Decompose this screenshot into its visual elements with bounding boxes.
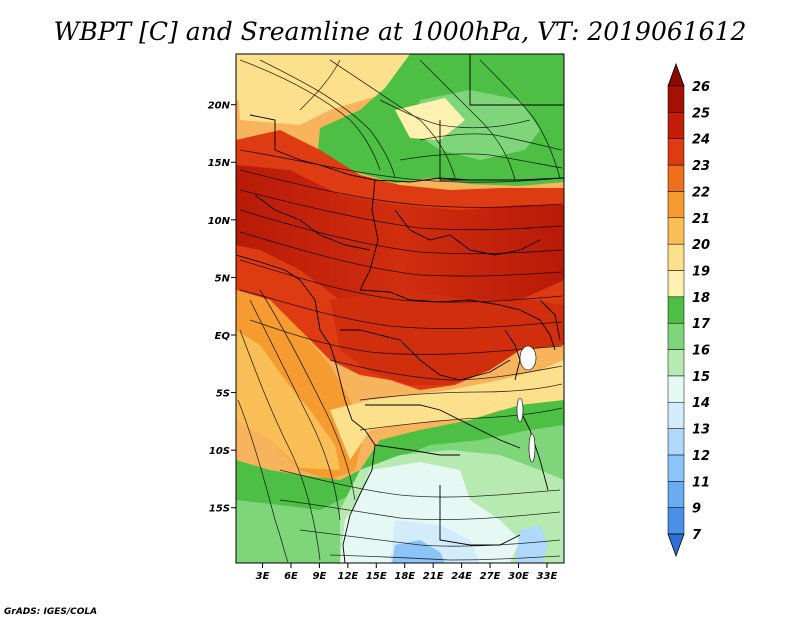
colorbar-segment — [667, 164, 685, 192]
colorbar-segment — [667, 85, 685, 113]
field-central-red — [330, 290, 564, 385]
y-tick-label: 5N — [215, 273, 231, 284]
colorbar-label: 22 — [692, 185, 710, 200]
plot-frame — [235, 53, 565, 564]
field-plateau-blue-east — [515, 525, 548, 563]
country-borders — [236, 54, 564, 563]
y-tick-label: 10S — [209, 446, 230, 457]
map-area — [236, 54, 564, 563]
colorbar-top-arrow — [667, 62, 685, 87]
x-axis: 3E 6E 9E 12E 15E 18E 21E 24E 27E 30E 33E — [256, 563, 558, 582]
colorbar-segment — [667, 191, 685, 219]
colorbar-label: 17 — [692, 317, 711, 332]
y-tick-label: EQ — [215, 331, 231, 342]
colorbar-label: 18 — [692, 291, 710, 306]
x-tick-label: 6E — [284, 571, 298, 582]
x-tick-label: 12E — [337, 571, 358, 582]
field-atlantic-yellow — [236, 330, 340, 470]
x-tick-label: 21E — [423, 571, 444, 582]
colorbar-segment — [667, 481, 685, 508]
colorbar-label: 12 — [692, 449, 710, 464]
colorbar-label: 21 — [692, 212, 710, 227]
y-tick-label: 10N — [208, 216, 231, 227]
colorbar-segment — [667, 507, 685, 535]
y-tick-label: 15N — [208, 158, 231, 169]
colorbar-segment — [667, 243, 685, 271]
colorbar-segment — [667, 112, 685, 139]
y-tick-label: 15S — [209, 504, 230, 515]
y-tick-label: 5S — [216, 389, 230, 400]
x-tick-label: 18E — [394, 571, 415, 582]
colorbar-segment — [667, 401, 685, 429]
field-plateau-cyan — [340, 462, 520, 563]
colorbar-label: 20 — [692, 238, 710, 253]
colorbar-segment — [667, 428, 685, 456]
colorbar-segment — [667, 375, 685, 403]
field-sahel-core — [236, 165, 564, 330]
colorbar-label: 9 — [692, 502, 701, 517]
colorbar-label: 26 — [692, 80, 710, 95]
colorbar-label: 16 — [692, 344, 710, 359]
colorbar: 7 9 11 12 13 14 15 16 17 18 19 20 21 22 23 24 25 26 — [667, 62, 711, 558]
chart-title: WBPT [C] and Sreamline at 1000hPa, VT: 2… — [54, 17, 747, 46]
streamlines — [237, 59, 563, 563]
colorbar-segment — [667, 270, 685, 298]
colorbar-label: 7 — [692, 528, 702, 543]
x-tick-label: 3E — [256, 571, 270, 582]
colorbar-segment — [667, 138, 685, 166]
field-angola-yellow — [330, 360, 564, 460]
x-tick-label: 9E — [313, 571, 327, 582]
colorbar-label: 15 — [692, 370, 710, 385]
y-axis: 20N 15N 10N 5N EQ 5S 10S 15S — [208, 101, 236, 515]
colorbar-segment — [667, 454, 685, 482]
colorbar-label: 19 — [692, 264, 710, 279]
colorbar-label: 11 — [692, 475, 710, 490]
colorbar-label: 23 — [692, 159, 710, 174]
colorbar-segment — [667, 349, 685, 377]
colorbar-label: 25 — [692, 106, 710, 121]
colorbar-segment — [667, 296, 685, 324]
x-tick-label: 33E — [537, 571, 558, 582]
credit-label: GrADS: IGES/COLA — [4, 607, 97, 617]
colorbar-label: 24 — [692, 133, 710, 148]
colorbar-label: 13 — [692, 423, 710, 438]
colorbar-bottom-arrow — [667, 533, 685, 558]
colorbar-segment — [667, 322, 685, 350]
colorbar-segment — [667, 217, 685, 245]
x-tick-label: 30E — [508, 571, 529, 582]
colorbar-label: 14 — [692, 396, 710, 411]
x-tick-label: 15E — [366, 571, 387, 582]
inland-lakes — [516, 345, 537, 463]
y-tick-label: 20N — [208, 101, 231, 112]
field-sahara-yellow-patch — [395, 98, 465, 140]
x-tick-label: 24E — [451, 571, 472, 582]
x-tick-label: 27E — [480, 571, 501, 582]
field-plateau-blue — [392, 540, 445, 563]
